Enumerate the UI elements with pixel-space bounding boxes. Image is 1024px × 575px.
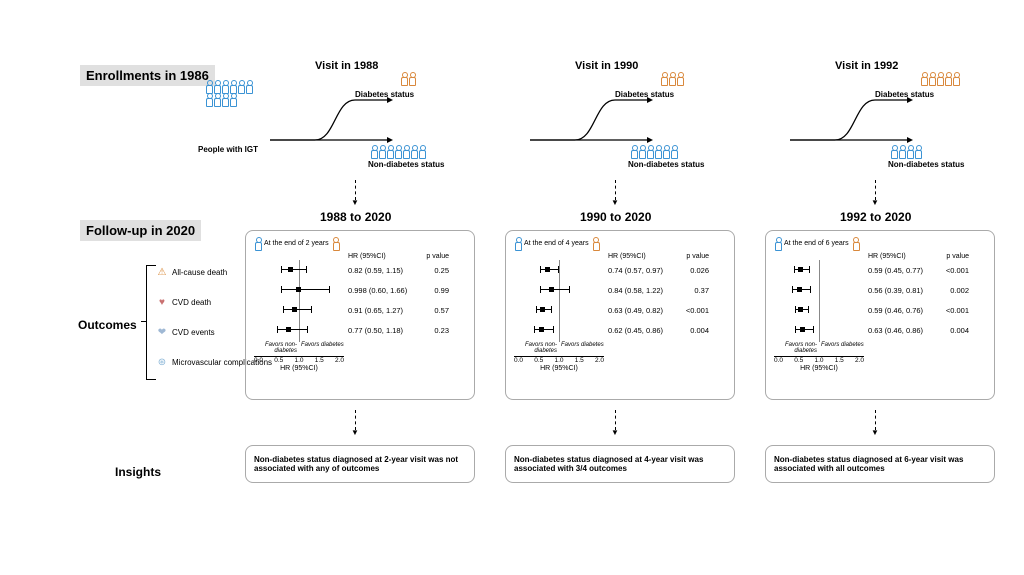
enrollments-label: Enrollments in 1986 (80, 65, 215, 86)
hr-text: 0.59 (0.45, 0.77) (864, 266, 934, 275)
p-value: 0.99 (414, 286, 449, 295)
diabetes-status-label: Diabetes status (875, 90, 934, 99)
hr-text: 0.59 (0.46, 0.76) (864, 306, 934, 315)
hr-text: 0.82 (0.59, 1.15) (344, 266, 414, 275)
p-value: 0.37 (674, 286, 709, 295)
hr-text: 0.77 (0.50, 1.18) (344, 326, 414, 335)
forest-col-head: HR (95%CI)p value (254, 253, 466, 260)
p-value: 0.026 (674, 266, 709, 275)
favors-labels: Favors non-diabetesFavors diabetes (514, 342, 726, 354)
diabetes-status-label: Diabetes status (615, 90, 674, 99)
nondiabetes-status-label: Non-diabetes status (628, 160, 704, 169)
forest-col-head: HR (95%CI)p value (774, 253, 986, 260)
forest-row: 0.59 (0.45, 0.77)<0.001 (774, 260, 986, 280)
outcome-1: ♥CVD death (155, 295, 211, 309)
forest-row: 0.63 (0.46, 0.86)0.004 (774, 320, 986, 340)
hr-text: 0.74 (0.57, 0.97) (604, 266, 674, 275)
p-value: 0.004 (934, 326, 969, 335)
dash-arrow (615, 410, 616, 430)
diabetes-people (400, 72, 415, 84)
forest-row: 0.74 (0.57, 0.97)0.026 (514, 260, 726, 280)
p-value: 0.002 (934, 286, 969, 295)
dash-arrow (615, 180, 616, 200)
outcome-name: All-cause death (172, 268, 227, 277)
p-value: <0.001 (934, 306, 969, 315)
forest-row: 0.82 (0.59, 1.15)0.25 (254, 260, 466, 280)
forest-row: 0.56 (0.39, 0.81)0.002 (774, 280, 986, 300)
p-value: 0.004 (674, 326, 709, 335)
p-value: <0.001 (934, 266, 969, 275)
favors-labels: Favors non-diabetesFavors diabetes (254, 342, 466, 354)
p-value: <0.001 (674, 306, 709, 315)
axis-title: HR (95%CI) (254, 365, 344, 372)
panel-legend: At the end of 4 years (514, 237, 599, 249)
nondiabetes-people (890, 145, 970, 157)
dash-arrow (355, 180, 356, 200)
insight-box: Non-diabetes status diagnosed at 4-year … (505, 445, 735, 483)
insight-box: Non-diabetes status diagnosed at 2-year … (245, 445, 475, 483)
igt-people-group (205, 80, 255, 105)
period-title: 1990 to 2020 (580, 210, 651, 224)
insights-label: Insights (115, 465, 161, 479)
hr-text: 0.63 (0.49, 0.82) (604, 306, 674, 315)
outcome-name: CVD events (172, 328, 215, 337)
diabetes-people (660, 72, 683, 84)
forest-row: 0.63 (0.49, 0.82)<0.001 (514, 300, 726, 320)
hr-text: 0.56 (0.39, 0.81) (864, 286, 934, 295)
axis-title: HR (95%CI) (774, 365, 864, 372)
period-title: 1992 to 2020 (840, 210, 911, 224)
forest-row: 0.84 (0.58, 1.22)0.37 (514, 280, 726, 300)
dash-arrow (875, 180, 876, 200)
forest-row: 0.62 (0.45, 0.86)0.004 (514, 320, 726, 340)
nondiabetes-status-label: Non-diabetes status (368, 160, 444, 169)
nondiabetes-people (630, 145, 710, 157)
p-value: 0.23 (414, 326, 449, 335)
panel-legend: At the end of 6 years (774, 237, 859, 249)
axis-title: HR (95%CI) (514, 365, 604, 372)
dash-arrow (355, 410, 356, 430)
outcome-icon: ♥ (155, 295, 169, 309)
outcomes-bracket-stem (141, 321, 147, 322)
outcome-name: CVD death (172, 298, 211, 307)
visit-title: Visit in 1988 (315, 60, 378, 72)
panel-legend: At the end of 2 years (254, 237, 339, 249)
p-value: 0.57 (414, 306, 449, 315)
dash-arrow (875, 410, 876, 430)
hr-text: 0.998 (0.60, 1.66) (344, 286, 414, 295)
diabetes-people (920, 72, 959, 84)
axis-ticks: 0.00.51.01.52.0 (774, 357, 864, 364)
forest-row: 0.77 (0.50, 1.18)0.23 (254, 320, 466, 340)
followup-label: Follow-up in 2020 (80, 220, 201, 241)
outcome-icon: ⊛ (155, 355, 169, 369)
hr-text: 0.63 (0.46, 0.86) (864, 326, 934, 335)
visit-title: Visit in 1990 (575, 60, 638, 72)
outcome-icon: ❤ (155, 325, 169, 339)
forest-row: 0.998 (0.60, 1.66)0.99 (254, 280, 466, 300)
p-value: 0.25 (414, 266, 449, 275)
outcome-2: ❤CVD events (155, 325, 215, 339)
hr-text: 0.91 (0.65, 1.27) (344, 306, 414, 315)
nondiabetes-status-label: Non-diabetes status (888, 160, 964, 169)
outcomes-label: Outcomes (78, 318, 137, 332)
forest-panel: At the end of 6 yearsHR (95%CI)p value0.… (765, 230, 995, 400)
outcome-0: ⚠All-cause death (155, 265, 227, 279)
favors-labels: Favors non-diabetesFavors diabetes (774, 342, 986, 354)
insight-box: Non-diabetes status diagnosed at 6-year … (765, 445, 995, 483)
forest-col-head: HR (95%CI)p value (514, 253, 726, 260)
nondiabetes-people (370, 145, 450, 157)
diabetes-status-label: Diabetes status (355, 90, 414, 99)
axis-ticks: 0.00.51.01.52.0 (514, 357, 604, 364)
forest-panel: At the end of 2 yearsHR (95%CI)p value0.… (245, 230, 475, 400)
period-title: 1988 to 2020 (320, 210, 391, 224)
hr-text: 0.84 (0.58, 1.22) (604, 286, 674, 295)
outcome-icon: ⚠ (155, 265, 169, 279)
hr-text: 0.62 (0.45, 0.86) (604, 326, 674, 335)
forest-row: 0.59 (0.46, 0.76)<0.001 (774, 300, 986, 320)
people-igt-text: People with IGT (198, 145, 258, 154)
forest-row: 0.91 (0.65, 1.27)0.57 (254, 300, 466, 320)
axis-ticks: 0.00.51.01.52.0 (254, 357, 344, 364)
forest-panel: At the end of 4 yearsHR (95%CI)p value0.… (505, 230, 735, 400)
visit-title: Visit in 1992 (835, 60, 898, 72)
